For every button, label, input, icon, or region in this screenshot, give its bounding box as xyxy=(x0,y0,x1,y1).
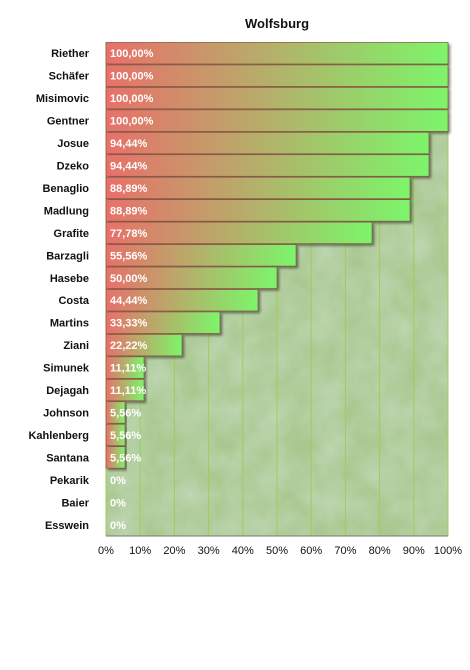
value-label: 22,22% xyxy=(110,340,148,352)
x-tick-label: 60% xyxy=(300,545,322,557)
x-tick-label: 30% xyxy=(198,545,220,557)
value-label: 88,89% xyxy=(110,205,148,217)
bar xyxy=(105,42,449,65)
chart-title: Wolfsburg xyxy=(244,16,310,31)
value-label: 0% xyxy=(110,475,126,487)
value-label: 100,00% xyxy=(110,71,154,83)
bar xyxy=(105,401,126,424)
category-label: Esswein xyxy=(45,520,89,532)
category-label: Barzagli xyxy=(46,250,89,262)
value-label: 33,33% xyxy=(110,318,148,330)
value-label: 100,00% xyxy=(110,48,154,60)
x-tick-label: 50% xyxy=(266,545,288,557)
category-label: Benaglio xyxy=(43,183,90,195)
bar xyxy=(105,423,126,446)
value-label: 77,78% xyxy=(110,228,148,240)
value-label: 5,56% xyxy=(110,430,141,442)
category-label: Kahlenberg xyxy=(28,430,89,442)
bar xyxy=(105,311,221,334)
bar xyxy=(105,244,297,267)
bar xyxy=(105,221,373,244)
x-tick-label: 10% xyxy=(129,545,151,557)
category-label: Ziani xyxy=(63,340,89,352)
x-tick-label: 0% xyxy=(98,545,114,557)
value-label: 94,44% xyxy=(110,138,148,150)
category-label: Pekarik xyxy=(50,475,90,487)
bar xyxy=(105,109,449,132)
value-label: 11,11% xyxy=(110,363,146,375)
category-label: Martins xyxy=(50,318,89,330)
value-label: 44,44% xyxy=(110,295,148,307)
category-label: Riether xyxy=(51,48,90,60)
x-tick-label: 20% xyxy=(163,545,185,557)
bar xyxy=(105,334,183,357)
x-tick-label: 90% xyxy=(403,545,425,557)
bar xyxy=(105,379,145,402)
x-tick-label: 80% xyxy=(369,545,391,557)
value-label: 55,56% xyxy=(110,250,148,262)
category-label: Dzeko xyxy=(57,161,90,173)
category-label: Gentner xyxy=(47,116,90,128)
value-label: 100,00% xyxy=(110,116,154,128)
category-label: Baier xyxy=(61,497,89,509)
category-label: Misimovic xyxy=(36,93,89,105)
bar xyxy=(105,356,145,379)
value-label: 94,44% xyxy=(110,161,148,173)
category-label: Schäfer xyxy=(49,71,90,83)
value-label: 5,56% xyxy=(110,408,141,420)
bar xyxy=(105,64,449,87)
value-label: 11,11% xyxy=(110,385,146,397)
value-label: 0% xyxy=(110,497,126,509)
value-label: 100,00% xyxy=(110,93,154,105)
bar xyxy=(105,176,411,199)
bar xyxy=(105,266,278,289)
category-label: Grafite xyxy=(54,228,89,240)
value-label: 50,00% xyxy=(110,273,148,285)
bar xyxy=(105,199,411,222)
category-label: Dejagah xyxy=(46,385,89,397)
category-label: Hasebe xyxy=(50,273,89,285)
value-label: 5,56% xyxy=(110,452,141,464)
bar xyxy=(105,132,430,155)
category-label: Simunek xyxy=(43,363,90,375)
category-label: Costa xyxy=(58,295,89,307)
bar xyxy=(105,446,126,469)
bar xyxy=(105,154,430,177)
bar xyxy=(105,289,259,312)
category-label: Johnson xyxy=(43,408,89,420)
x-tick-label: 100% xyxy=(434,545,462,557)
x-tick-label: 40% xyxy=(232,545,254,557)
value-label: 0% xyxy=(110,520,126,532)
category-label: Santana xyxy=(46,452,90,464)
x-tick-label: 70% xyxy=(334,545,356,557)
category-label: Madlung xyxy=(44,205,89,217)
category-label: Josue xyxy=(57,138,89,150)
value-label: 88,89% xyxy=(110,183,148,195)
bar xyxy=(105,87,449,110)
